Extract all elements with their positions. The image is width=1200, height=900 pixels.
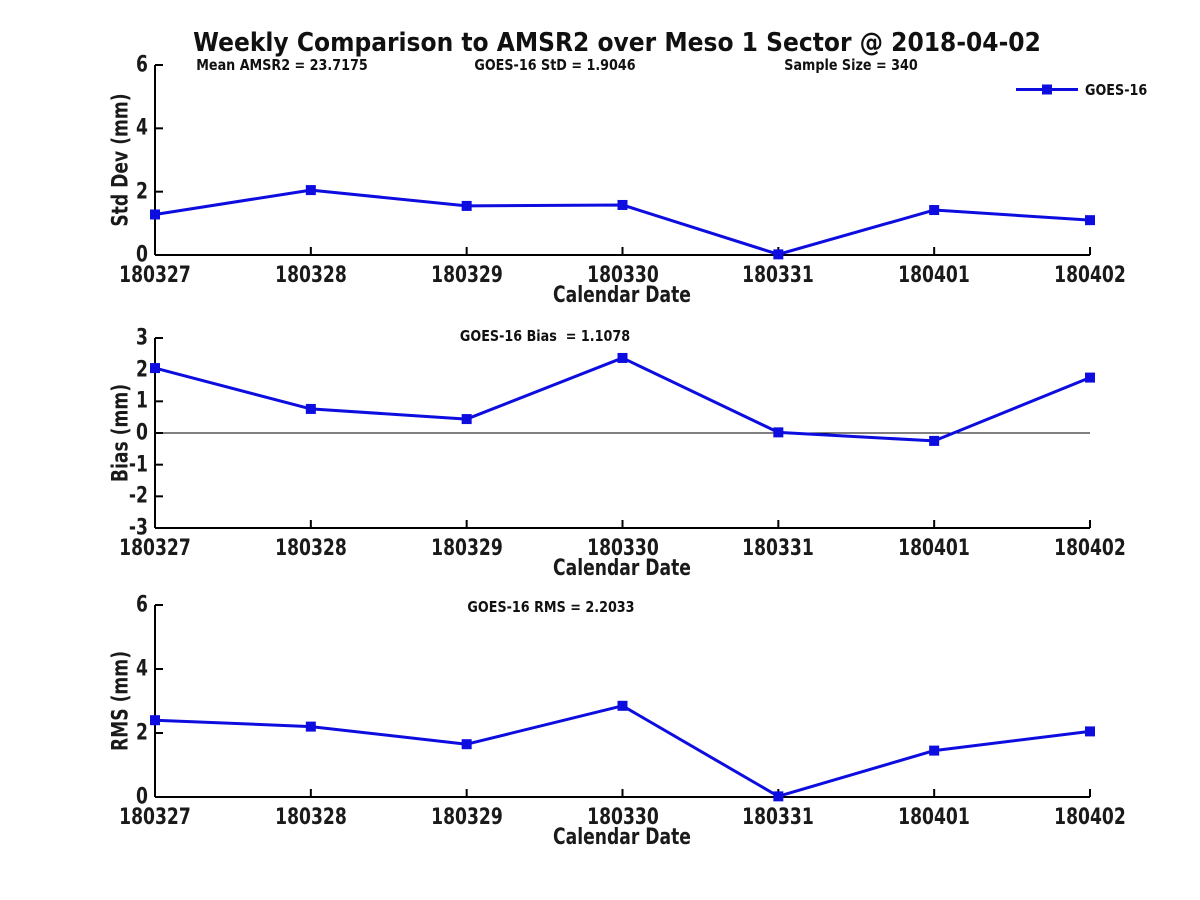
chart-rms <box>150 604 1095 802</box>
data-point <box>1085 726 1095 737</box>
data-point <box>150 209 160 220</box>
goes16-line-rms <box>153 704 1092 798</box>
annotation-mean-amsr2: Mean AMSR2 = 23.7175 <box>196 56 368 74</box>
data-point <box>617 199 628 210</box>
data-point <box>461 414 472 425</box>
data-point <box>1085 215 1095 226</box>
data-point <box>305 721 316 732</box>
chart-bias <box>150 337 1095 529</box>
data-point <box>929 745 940 756</box>
xlabel-rms: Calendar Date <box>553 825 691 850</box>
annotation-goes16-bias: GOES-16 Bias = 1.1078 <box>459 327 631 345</box>
data-point <box>461 200 472 211</box>
data-point <box>461 739 472 750</box>
annotation-goes16-std: GOES-16 StD = 1.9046 <box>474 56 636 74</box>
chart-std-dev <box>150 64 1095 260</box>
page-title: Weekly Comparison to AMSR2 over Meso 1 S… <box>193 28 1041 58</box>
legend-marker <box>1042 84 1052 95</box>
data-point <box>150 715 160 726</box>
ylabel-rms: RMS (mm) <box>108 650 134 752</box>
xlabel-bias: Calendar Date <box>553 556 691 581</box>
data-point <box>617 352 628 363</box>
ylabel-std-dev: Std Dev (mm) <box>108 93 134 227</box>
data-point <box>1085 372 1095 383</box>
goes16-line-bias <box>153 356 1092 443</box>
legend-label: GOES-16 <box>1085 81 1148 99</box>
data-point <box>929 435 940 446</box>
data-point <box>150 363 160 374</box>
annotation-sample-size: Sample Size = 340 <box>784 56 918 74</box>
goes16-line-std-dev <box>153 188 1092 256</box>
annotation-goes16-rms: GOES-16 RMS = 2.2033 <box>467 598 635 616</box>
data-point <box>305 403 316 414</box>
data-point <box>773 791 784 802</box>
data-point <box>773 249 784 260</box>
ylabel-bias: Bias (mm) <box>108 383 134 483</box>
data-point <box>773 427 784 438</box>
data-point <box>305 185 316 196</box>
data-point <box>617 700 628 711</box>
data-point <box>929 205 940 216</box>
xlabel-std-dev: Calendar Date <box>553 283 691 308</box>
